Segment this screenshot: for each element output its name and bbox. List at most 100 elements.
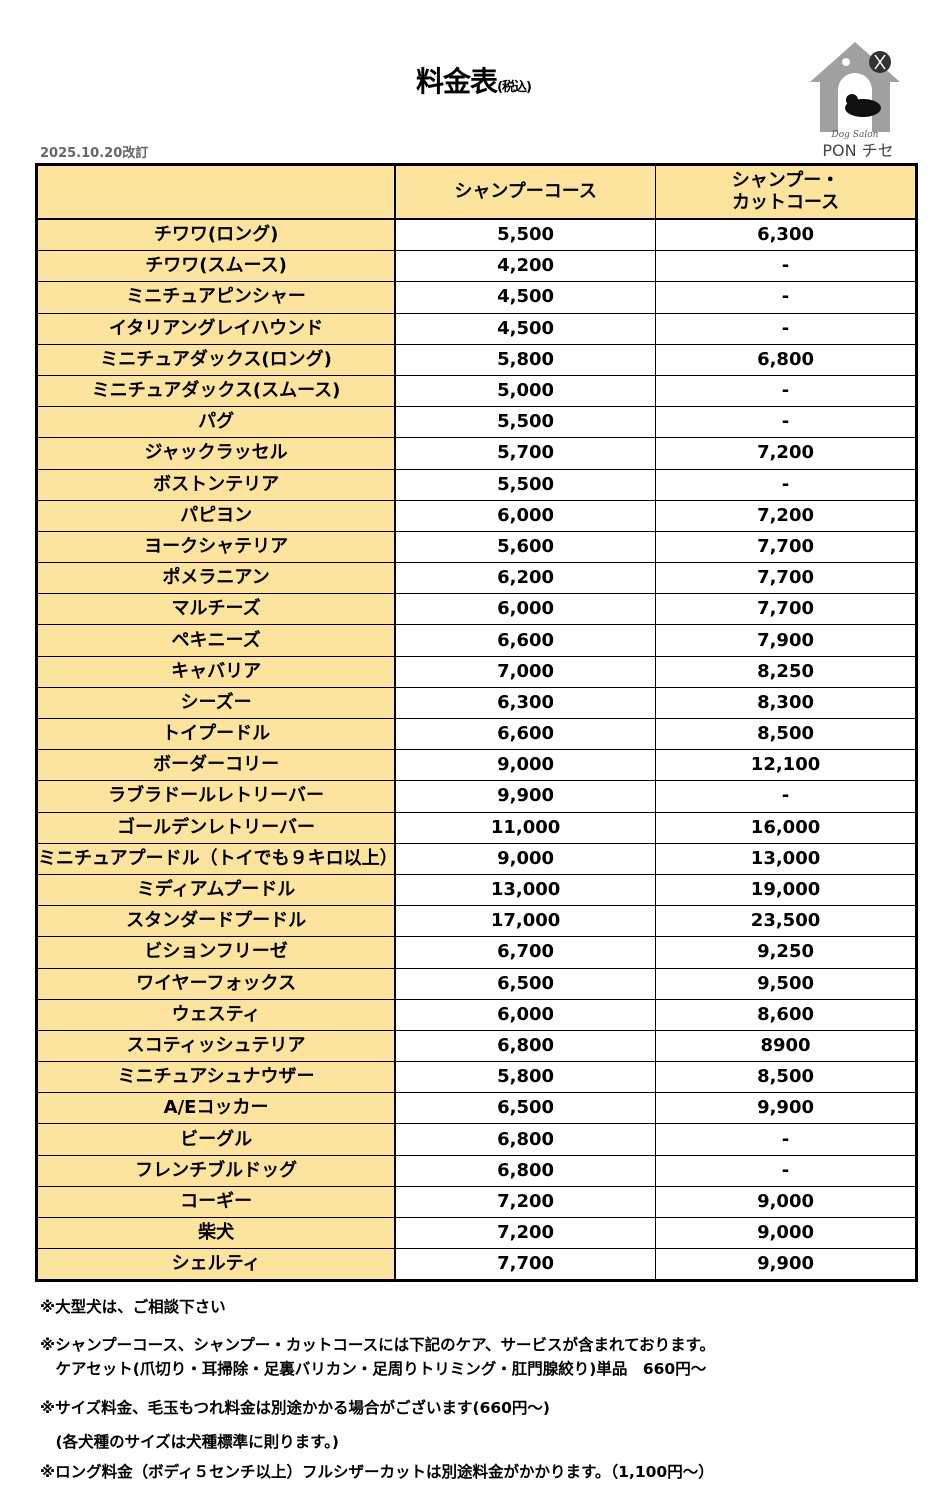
shampoo-cut-price-cell: 6,800 (655, 343, 917, 376)
shampoo-price-cell: 7,200 (394, 1185, 657, 1219)
shampoo-price-cell: 4,500 (394, 312, 657, 345)
shampoo-cut-price-cell: - (655, 780, 917, 813)
shampoo-cut-price-cell: - (655, 1123, 917, 1156)
shampoo-price-cell: 5,500 (394, 218, 657, 252)
breed-cell: マルチーズ (36, 593, 397, 626)
shampoo-cut-price-cell: - (655, 312, 917, 345)
breed-cell: ワイヤーフォックス (36, 967, 397, 1000)
shampoo-cut-price-cell: - (655, 1154, 917, 1187)
shampoo-price-cell: 5,800 (394, 343, 657, 376)
shampoo-price-cell: 9,000 (394, 842, 657, 875)
table-row: コーギー 7,200 9,000 (36, 1185, 917, 1219)
shampoo-cut-price-cell: 8900 (655, 1029, 917, 1063)
breed-cell: パグ (36, 406, 397, 439)
shampoo-price-cell: 4,200 (394, 250, 657, 283)
table-header-row: シャンプーコース シャンプー・ カットコース (36, 164, 917, 220)
shampoo-price-cell: 6,500 (394, 967, 657, 1000)
shampoo-price-cell: 6,500 (394, 1092, 657, 1125)
table-row: ボーダーコリー 9,000 12,100 (36, 749, 917, 782)
breed-cell: フレンチブルドッグ (36, 1154, 397, 1187)
table-row: イタリアングレイハウンド 4,500- (36, 312, 917, 345)
table-row: シーズー 6,300 8,300 (36, 686, 917, 720)
table-row: ウェスティ 6,000 8,600 (36, 998, 917, 1031)
shampoo-price-cell: 6,700 (394, 936, 657, 969)
shampoo-cut-price-cell: 7,200 (655, 499, 917, 532)
breed-cell: ミニチュアダックス(ロング) (36, 343, 397, 376)
table-row: ミニチュアプードル（トイでも９キロ以上） 9,000 13,000 (36, 842, 917, 875)
breed-cell: ヨークシャテリア (36, 530, 397, 564)
shampoo-price-cell: 6,800 (394, 1123, 657, 1156)
shampoo-price-cell: 6,200 (394, 562, 657, 595)
table-row: ペキニーズ 6,600 7,900 (36, 624, 917, 657)
shampoo-cut-price-cell: 8,500 (655, 717, 917, 751)
table-row: ミディアムプードル 13,000 19,000 (36, 873, 917, 907)
shampoo-price-cell: 5,000 (394, 374, 657, 408)
table-row: ボストンテリア 5,500- (36, 468, 917, 501)
shampoo-price-cell: 9,000 (394, 749, 657, 782)
breed-cell: ジャックラッセル (36, 437, 397, 470)
breed-cell: チワワ(ロング) (36, 218, 397, 252)
breed-cell: ミニチュアシュナウザー (36, 1061, 397, 1094)
shampoo-price-cell: 5,500 (394, 406, 657, 439)
table-row: パグ 5,500- (36, 406, 917, 439)
table-row: ミニチュアピンシャー 4,500- (36, 281, 917, 314)
note-line: ※ロング料金（ボディ５センチ以上）フルシザーカットは別途料金がかかります。（1,… (40, 1463, 714, 1481)
table-row: フレンチブルドッグ 6,800- (36, 1154, 917, 1187)
breed-cell: イタリアングレイハウンド (36, 312, 397, 345)
shampoo-cut-price-cell: 8,250 (655, 655, 917, 688)
price-table: シャンプーコース シャンプー・ カットコース チワワ(ロング) 5,500 6,300… (35, 163, 918, 1283)
shampoo-cut-price-cell: 7,700 (655, 593, 917, 626)
table-row: スタンダードプードル 17,000 23,500 (36, 905, 917, 938)
breed-cell: ミニチュアピンシャー (36, 281, 397, 314)
shampoo-cut-price-cell: 7,700 (655, 562, 917, 595)
table-row: トイプードル 6,600 8,500 (36, 717, 917, 751)
breed-cell: ペキニーズ (36, 624, 397, 657)
shampoo-price-cell: 5,500 (394, 468, 657, 501)
breed-cell: コーギー (36, 1185, 397, 1219)
table-row: シェルティ 7,700 9,900 (36, 1248, 917, 1282)
header-shampoo-course: シャンプーコース (394, 164, 657, 220)
shampoo-cut-price-cell: 7,200 (655, 437, 917, 470)
shampoo-cut-price-cell: - (655, 468, 917, 501)
dog-salon-logo: Dog Salon (810, 42, 900, 140)
breed-cell: シーズー (36, 686, 397, 720)
shampoo-price-cell: 6,000 (394, 998, 657, 1031)
breed-cell: ポメラニアン (36, 562, 397, 595)
logo-name: PON チセ (822, 141, 894, 160)
note-line: ケアセット(爪切り・耳掃除・足裏バリカン・足周りトリミング・肛門腺絞り)単品 6… (40, 1360, 707, 1378)
shampoo-price-cell: 6,000 (394, 499, 657, 532)
note-line: (各犬種のサイズは犬種標準に則ります。) (40, 1433, 339, 1451)
table-row: ビションフリーゼ 6,700 9,250 (36, 936, 917, 969)
breed-cell: パピヨン (36, 499, 397, 532)
table-row: パピヨン 6,000 7,200 (36, 499, 917, 532)
shampoo-price-cell: 5,700 (394, 437, 657, 470)
note-line: ※大型犬は、ご相談下さい (40, 1298, 226, 1316)
shampoo-price-cell: 6,300 (394, 686, 657, 720)
shampoo-price-cell: 7,200 (394, 1216, 657, 1250)
shampoo-cut-price-cell: 9,250 (655, 936, 917, 969)
shampoo-price-cell: 5,600 (394, 530, 657, 564)
shampoo-price-cell: 6,600 (394, 624, 657, 657)
breed-cell: ウェスティ (36, 998, 397, 1031)
table-row: チワワ(スムース) 4,200- (36, 250, 917, 283)
shampoo-price-cell: 6,600 (394, 717, 657, 751)
note-line: ※シャンプーコース、シャンプー・カットコースには下記のケア、サービスが含まれてお… (40, 1336, 716, 1354)
breed-cell: トイプードル (36, 717, 397, 751)
breed-cell: ミディアムプードル (36, 873, 397, 907)
shampoo-cut-price-cell: 8,500 (655, 1061, 917, 1094)
svg-text:Dog Salon: Dog Salon (831, 130, 879, 140)
breed-cell: ミニチュアプードル（トイでも９キロ以上） (36, 842, 398, 875)
shampoo-price-cell: 6,000 (394, 593, 657, 626)
shampoo-price-cell: 11,000 (394, 811, 657, 844)
shampoo-cut-price-cell: 8,600 (655, 998, 917, 1031)
shampoo-cut-price-cell: 23,500 (655, 905, 917, 938)
shampoo-cut-price-cell: - (655, 406, 917, 439)
breed-cell: スコティッシュテリア (36, 1029, 397, 1063)
shampoo-cut-price-cell: 9,900 (655, 1092, 917, 1125)
breed-cell: 柴犬 (36, 1216, 397, 1250)
title-text: 料金表 (416, 65, 498, 98)
shampoo-cut-price-cell: 7,900 (655, 624, 917, 657)
table-row: マルチーズ 6,000 7,700 (36, 593, 917, 626)
table-row: ヨークシャテリア 5,600 7,700 (36, 530, 917, 564)
breed-cell: キャバリア (36, 655, 397, 688)
